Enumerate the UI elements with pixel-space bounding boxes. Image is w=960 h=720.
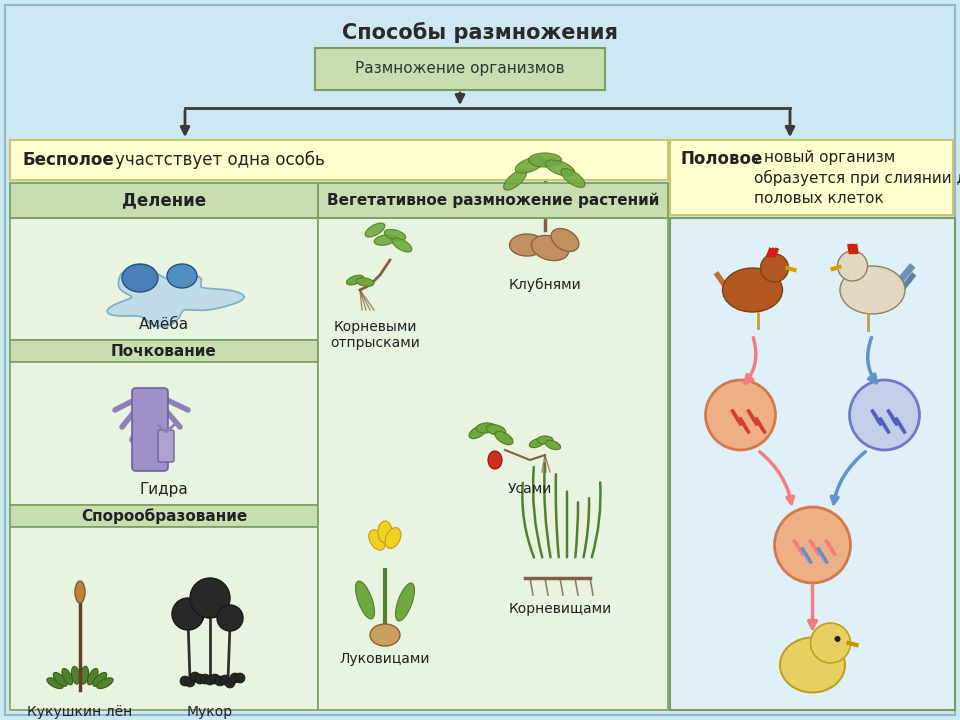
Bar <box>10 340 318 362</box>
Ellipse shape <box>510 234 544 256</box>
Ellipse shape <box>532 235 568 261</box>
Ellipse shape <box>840 266 905 314</box>
Ellipse shape <box>396 583 415 621</box>
Circle shape <box>172 598 204 630</box>
Circle shape <box>190 578 230 618</box>
Ellipse shape <box>384 230 406 240</box>
Ellipse shape <box>723 268 782 312</box>
Ellipse shape <box>495 431 513 445</box>
Ellipse shape <box>87 668 98 685</box>
FancyBboxPatch shape <box>132 388 168 471</box>
Bar <box>318 183 668 218</box>
Circle shape <box>215 676 225 686</box>
Ellipse shape <box>469 426 487 438</box>
Ellipse shape <box>488 451 502 469</box>
Text: Усами: Усами <box>508 482 552 496</box>
Bar <box>670 218 955 710</box>
Ellipse shape <box>545 160 575 176</box>
Text: Луковицами: Луковицами <box>340 652 430 666</box>
Circle shape <box>230 673 240 683</box>
Bar <box>10 505 318 527</box>
Ellipse shape <box>782 655 812 675</box>
Text: Клубнями: Клубнями <box>509 278 582 292</box>
Ellipse shape <box>385 528 401 549</box>
Ellipse shape <box>370 624 400 646</box>
Text: Способы размножения: Способы размножения <box>342 22 618 43</box>
Bar <box>10 218 318 340</box>
Text: Почкование: Почкование <box>111 343 217 359</box>
Ellipse shape <box>551 228 579 251</box>
Ellipse shape <box>378 521 392 543</box>
Bar <box>315 48 605 90</box>
Ellipse shape <box>369 530 385 550</box>
Circle shape <box>217 605 243 631</box>
Ellipse shape <box>529 153 562 167</box>
Ellipse shape <box>93 672 107 686</box>
Ellipse shape <box>356 278 373 287</box>
Ellipse shape <box>529 438 544 448</box>
Text: Спорообразование: Спорообразование <box>81 508 247 524</box>
Circle shape <box>775 507 851 583</box>
Ellipse shape <box>97 678 113 688</box>
Ellipse shape <box>75 581 85 603</box>
Ellipse shape <box>61 668 73 685</box>
Circle shape <box>220 675 230 685</box>
Circle shape <box>837 251 868 281</box>
Ellipse shape <box>71 666 80 684</box>
Bar <box>318 218 668 710</box>
Text: Половое: Половое <box>680 150 762 168</box>
Ellipse shape <box>53 672 67 686</box>
Circle shape <box>225 678 235 688</box>
Circle shape <box>185 677 195 687</box>
Ellipse shape <box>355 581 374 619</box>
Circle shape <box>760 254 788 282</box>
Ellipse shape <box>47 678 63 688</box>
Ellipse shape <box>780 637 845 693</box>
Ellipse shape <box>516 157 544 173</box>
Bar <box>10 362 318 505</box>
Circle shape <box>200 674 210 684</box>
Bar <box>10 527 318 710</box>
Text: Амёба: Амёба <box>139 317 189 332</box>
Circle shape <box>190 672 200 682</box>
FancyBboxPatch shape <box>158 430 174 462</box>
Ellipse shape <box>504 170 526 190</box>
Ellipse shape <box>167 264 197 288</box>
Bar <box>670 140 953 215</box>
Text: Деление: Деление <box>122 192 206 210</box>
Ellipse shape <box>561 168 585 187</box>
Text: : участствует одна особь: : участствует одна особь <box>104 151 324 169</box>
Circle shape <box>235 673 245 683</box>
Text: Вегетативное размножение растений: Вегетативное размножение растений <box>326 193 660 208</box>
Circle shape <box>810 623 851 663</box>
Circle shape <box>210 674 220 684</box>
Ellipse shape <box>365 223 385 237</box>
Ellipse shape <box>537 436 553 444</box>
Ellipse shape <box>545 441 561 450</box>
Text: Размножение организмов: Размножение организмов <box>355 61 564 76</box>
Ellipse shape <box>347 275 364 285</box>
Circle shape <box>205 675 215 685</box>
Circle shape <box>850 380 920 450</box>
Text: Кукушкин лён: Кукушкин лён <box>28 705 132 719</box>
Ellipse shape <box>81 666 88 684</box>
Ellipse shape <box>374 235 396 246</box>
Circle shape <box>180 676 190 686</box>
Text: : новый организм
образуется при слиянии двух
половых клеток: : новый организм образуется при слиянии … <box>754 150 960 206</box>
Ellipse shape <box>476 423 496 433</box>
Text: Корневищами: Корневищами <box>509 602 612 616</box>
Ellipse shape <box>392 238 412 252</box>
Circle shape <box>834 636 841 642</box>
Text: Корневыми
отпрысками: Корневыми отпрысками <box>330 320 420 350</box>
Circle shape <box>195 674 205 684</box>
Bar <box>10 183 318 218</box>
Circle shape <box>706 380 776 450</box>
Text: Бесполое: Бесполое <box>22 151 113 169</box>
Ellipse shape <box>122 264 158 292</box>
Text: Мукор: Мукор <box>187 705 233 719</box>
Polygon shape <box>108 269 244 327</box>
Ellipse shape <box>487 425 506 436</box>
Text: Гидра: Гидра <box>139 482 188 497</box>
Bar <box>10 140 668 180</box>
